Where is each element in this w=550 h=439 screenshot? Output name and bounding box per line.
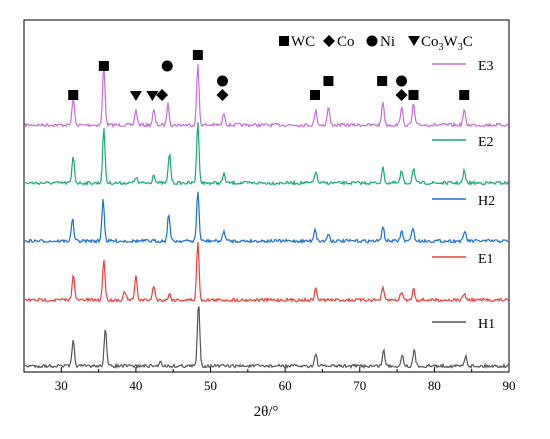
legend: WC Co Ni Co3W3C [279, 34, 473, 53]
legend-wc-symbol [279, 36, 289, 46]
x-tick-label-90: 90 [503, 378, 516, 393]
series-line-e2 [24, 122, 509, 187]
legend-co3w3c-part2: W [444, 34, 459, 50]
peak-marker-diamond-8 [216, 89, 229, 101]
peak-marker-square-6 [192, 50, 203, 60]
x-tick-label-80: 80 [428, 378, 441, 393]
x-tick-label-40: 40 [129, 378, 142, 393]
peak-marker-triangle-down-2 [129, 91, 142, 101]
x-tick-label-50: 50 [204, 378, 217, 393]
series-line-e3 [24, 64, 509, 129]
legend-co3w3c-sub2: 3 [458, 42, 463, 53]
series-label-h2: H2 [478, 194, 495, 209]
peak-marker-circle-7 [216, 75, 228, 87]
peak-marker-square-10 [323, 76, 334, 86]
x-axis-label: 2θ/° [254, 404, 279, 420]
x-tick-label-60: 60 [279, 378, 292, 393]
legend-co-label: Co [337, 34, 355, 50]
legend-co3w3c-part3: C [463, 34, 473, 50]
peak-marker-triangle-down-3 [146, 91, 159, 101]
legend-ni-label: Ni [380, 34, 395, 50]
peak-marker-square-15 [459, 90, 470, 100]
peak-marker-layer [68, 50, 470, 101]
series-label-e1: E1 [478, 252, 494, 267]
peak-marker-square-9 [310, 90, 320, 100]
peak-marker-diamond-13 [395, 89, 408, 101]
peak-marker-square-11 [377, 76, 388, 86]
x-tick-label-70: 70 [353, 378, 366, 393]
peak-marker-diamond-4 [156, 89, 169, 101]
series-layer: E3 E2 H2 E1 H1 [24, 59, 509, 370]
series-line-h2 [24, 191, 509, 245]
legend-wc-label: WC [291, 34, 315, 50]
series-line-e1 [24, 241, 509, 304]
x-tick-label-30: 30 [55, 378, 68, 393]
series-line-h1 [24, 306, 509, 370]
series-label-e3: E3 [478, 59, 494, 74]
peak-marker-circle-5 [161, 60, 173, 72]
peak-marker-square-0 [68, 90, 79, 100]
legend-co3w3c-label: Co3W3C [421, 34, 473, 53]
x-axis-ticks: 30 40 50 60 70 80 90 [23, 367, 516, 393]
legend-co3w3c-symbol [408, 36, 420, 46]
peak-marker-square-1 [98, 61, 109, 71]
legend-co-symbol [323, 35, 335, 47]
peak-marker-square-14 [408, 90, 419, 100]
peak-marker-circle-12 [396, 75, 408, 87]
legend-co3w3c-sub1: 3 [439, 42, 444, 53]
legend-ni-symbol [366, 35, 378, 47]
series-label-e2: E2 [478, 135, 494, 150]
plot-frame [23, 19, 510, 373]
legend-co3w3c-part1: Co [421, 34, 439, 50]
series-label-h1: H1 [478, 317, 495, 332]
